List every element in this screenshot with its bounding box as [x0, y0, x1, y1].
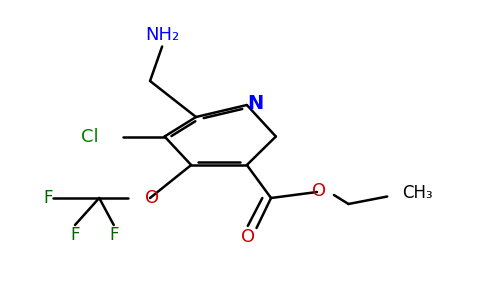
Text: O: O — [145, 189, 160, 207]
Text: F: F — [44, 189, 53, 207]
Text: O: O — [241, 228, 256, 246]
Text: F: F — [109, 226, 119, 244]
Text: N: N — [247, 94, 264, 113]
Text: F: F — [70, 226, 80, 244]
Text: NH₂: NH₂ — [145, 26, 179, 44]
Text: O: O — [312, 182, 327, 200]
Text: CH₃: CH₃ — [402, 184, 432, 202]
Text: Cl: Cl — [81, 128, 98, 146]
